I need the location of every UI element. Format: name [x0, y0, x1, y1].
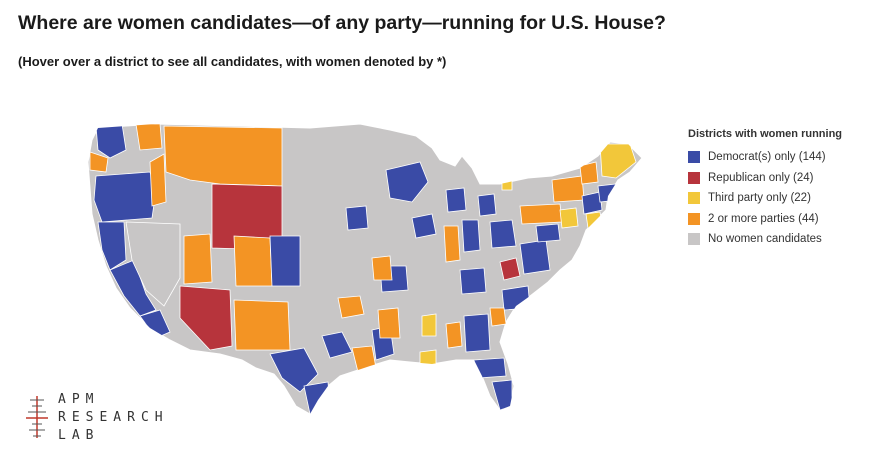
district-il-multi[interactable] — [443, 225, 461, 263]
district-ok-multi[interactable] — [337, 295, 365, 319]
district-sc-multi[interactable] — [489, 307, 507, 327]
legend-title: Districts with women running — [688, 128, 843, 140]
legend-label-dem: Democrat(s) only (144) — [708, 151, 826, 164]
legend-swatch-dem — [688, 151, 700, 164]
district-wv-rep[interactable] — [499, 257, 521, 281]
district-md-dem[interactable] — [535, 223, 561, 243]
logo-text-research: RESEARCH — [58, 410, 169, 425]
legend-swatch-rep — [688, 171, 700, 184]
district-ny-dem[interactable] — [581, 191, 603, 215]
district-ar-multi[interactable] — [377, 307, 401, 339]
legend-item-multi[interactable]: 2 or more parties (44) — [688, 209, 842, 230]
district-wa-east-multi[interactable] — [135, 124, 163, 151]
district-ky-dem[interactable] — [459, 267, 487, 295]
district-ga-dem[interactable] — [463, 313, 491, 353]
page-subtitle: (Hover over a district to see all candid… — [18, 54, 447, 69]
legend-swatch-third — [688, 192, 700, 205]
district-me-third[interactable] — [599, 143, 637, 179]
legend-label-third: Third party only (22) — [708, 192, 811, 205]
page-title: Where are women candidates—of any party—… — [18, 12, 666, 34]
district-co-east-dem[interactable] — [269, 235, 301, 287]
district-co-multi[interactable] — [233, 235, 273, 287]
district-or-dem[interactable] — [93, 171, 157, 223]
district-az-rep[interactable] — [179, 285, 233, 351]
legend-label-multi: 2 or more parties (44) — [708, 212, 819, 225]
us-house-district-map[interactable] — [60, 110, 660, 420]
legend-label-none: No women candidates — [708, 233, 822, 246]
district-mn-south-dem[interactable] — [345, 205, 369, 231]
legend-label-rep: Republican only (24) — [708, 171, 814, 184]
district-ia-dem[interactable] — [411, 213, 437, 239]
district-in-dem[interactable] — [461, 219, 481, 253]
district-tn-third[interactable] — [421, 313, 437, 337]
legend-item-none[interactable]: No women candidates — [688, 229, 842, 250]
district-vt-multi[interactable] — [579, 161, 599, 185]
district-fl-north-dem[interactable] — [473, 357, 507, 379]
district-va-dem[interactable] — [519, 239, 551, 275]
district-tx-west-dem[interactable] — [269, 347, 319, 393]
map-legend: Districts with women running Democrat(s)… — [688, 128, 842, 250]
district-nj-third[interactable] — [559, 207, 579, 229]
district-wi-dem[interactable] — [445, 187, 467, 213]
district-al-multi[interactable] — [445, 321, 463, 349]
district-mi-dem[interactable] — [477, 193, 497, 217]
district-ut-multi[interactable] — [183, 233, 213, 285]
district-tx-dallas-dem[interactable] — [321, 331, 353, 359]
district-ca-north-dem[interactable] — [97, 221, 127, 271]
district-nv-dem[interactable] — [125, 221, 181, 307]
district-mi-third[interactable] — [501, 171, 513, 191]
logo-text-lab: LAB — [58, 428, 100, 443]
logo-mark-icon — [26, 396, 48, 438]
district-mt-multi[interactable] — [163, 125, 283, 187]
legend-item-third[interactable]: Third party only (22) — [688, 188, 842, 209]
district-ct-third[interactable] — [585, 211, 603, 229]
map-svg[interactable] — [60, 110, 660, 420]
district-nm-multi[interactable] — [233, 299, 291, 351]
district-mn-dem[interactable] — [385, 161, 429, 203]
district-mo-multi[interactable] — [371, 255, 393, 281]
district-or-east-multi[interactable] — [149, 153, 167, 207]
legend-swatch-none — [688, 233, 700, 246]
legend-item-rep[interactable]: Republican only (24) — [688, 168, 842, 189]
legend-item-dem[interactable]: Democrat(s) only (144) — [688, 147, 842, 168]
district-oh-dem[interactable] — [489, 219, 517, 249]
district-pa-multi[interactable] — [519, 203, 563, 225]
district-wa-multi[interactable] — [89, 151, 109, 173]
legend-swatch-multi — [688, 212, 700, 225]
logo-text-apm: APM — [58, 392, 100, 407]
district-ny-multi[interactable] — [551, 175, 585, 203]
